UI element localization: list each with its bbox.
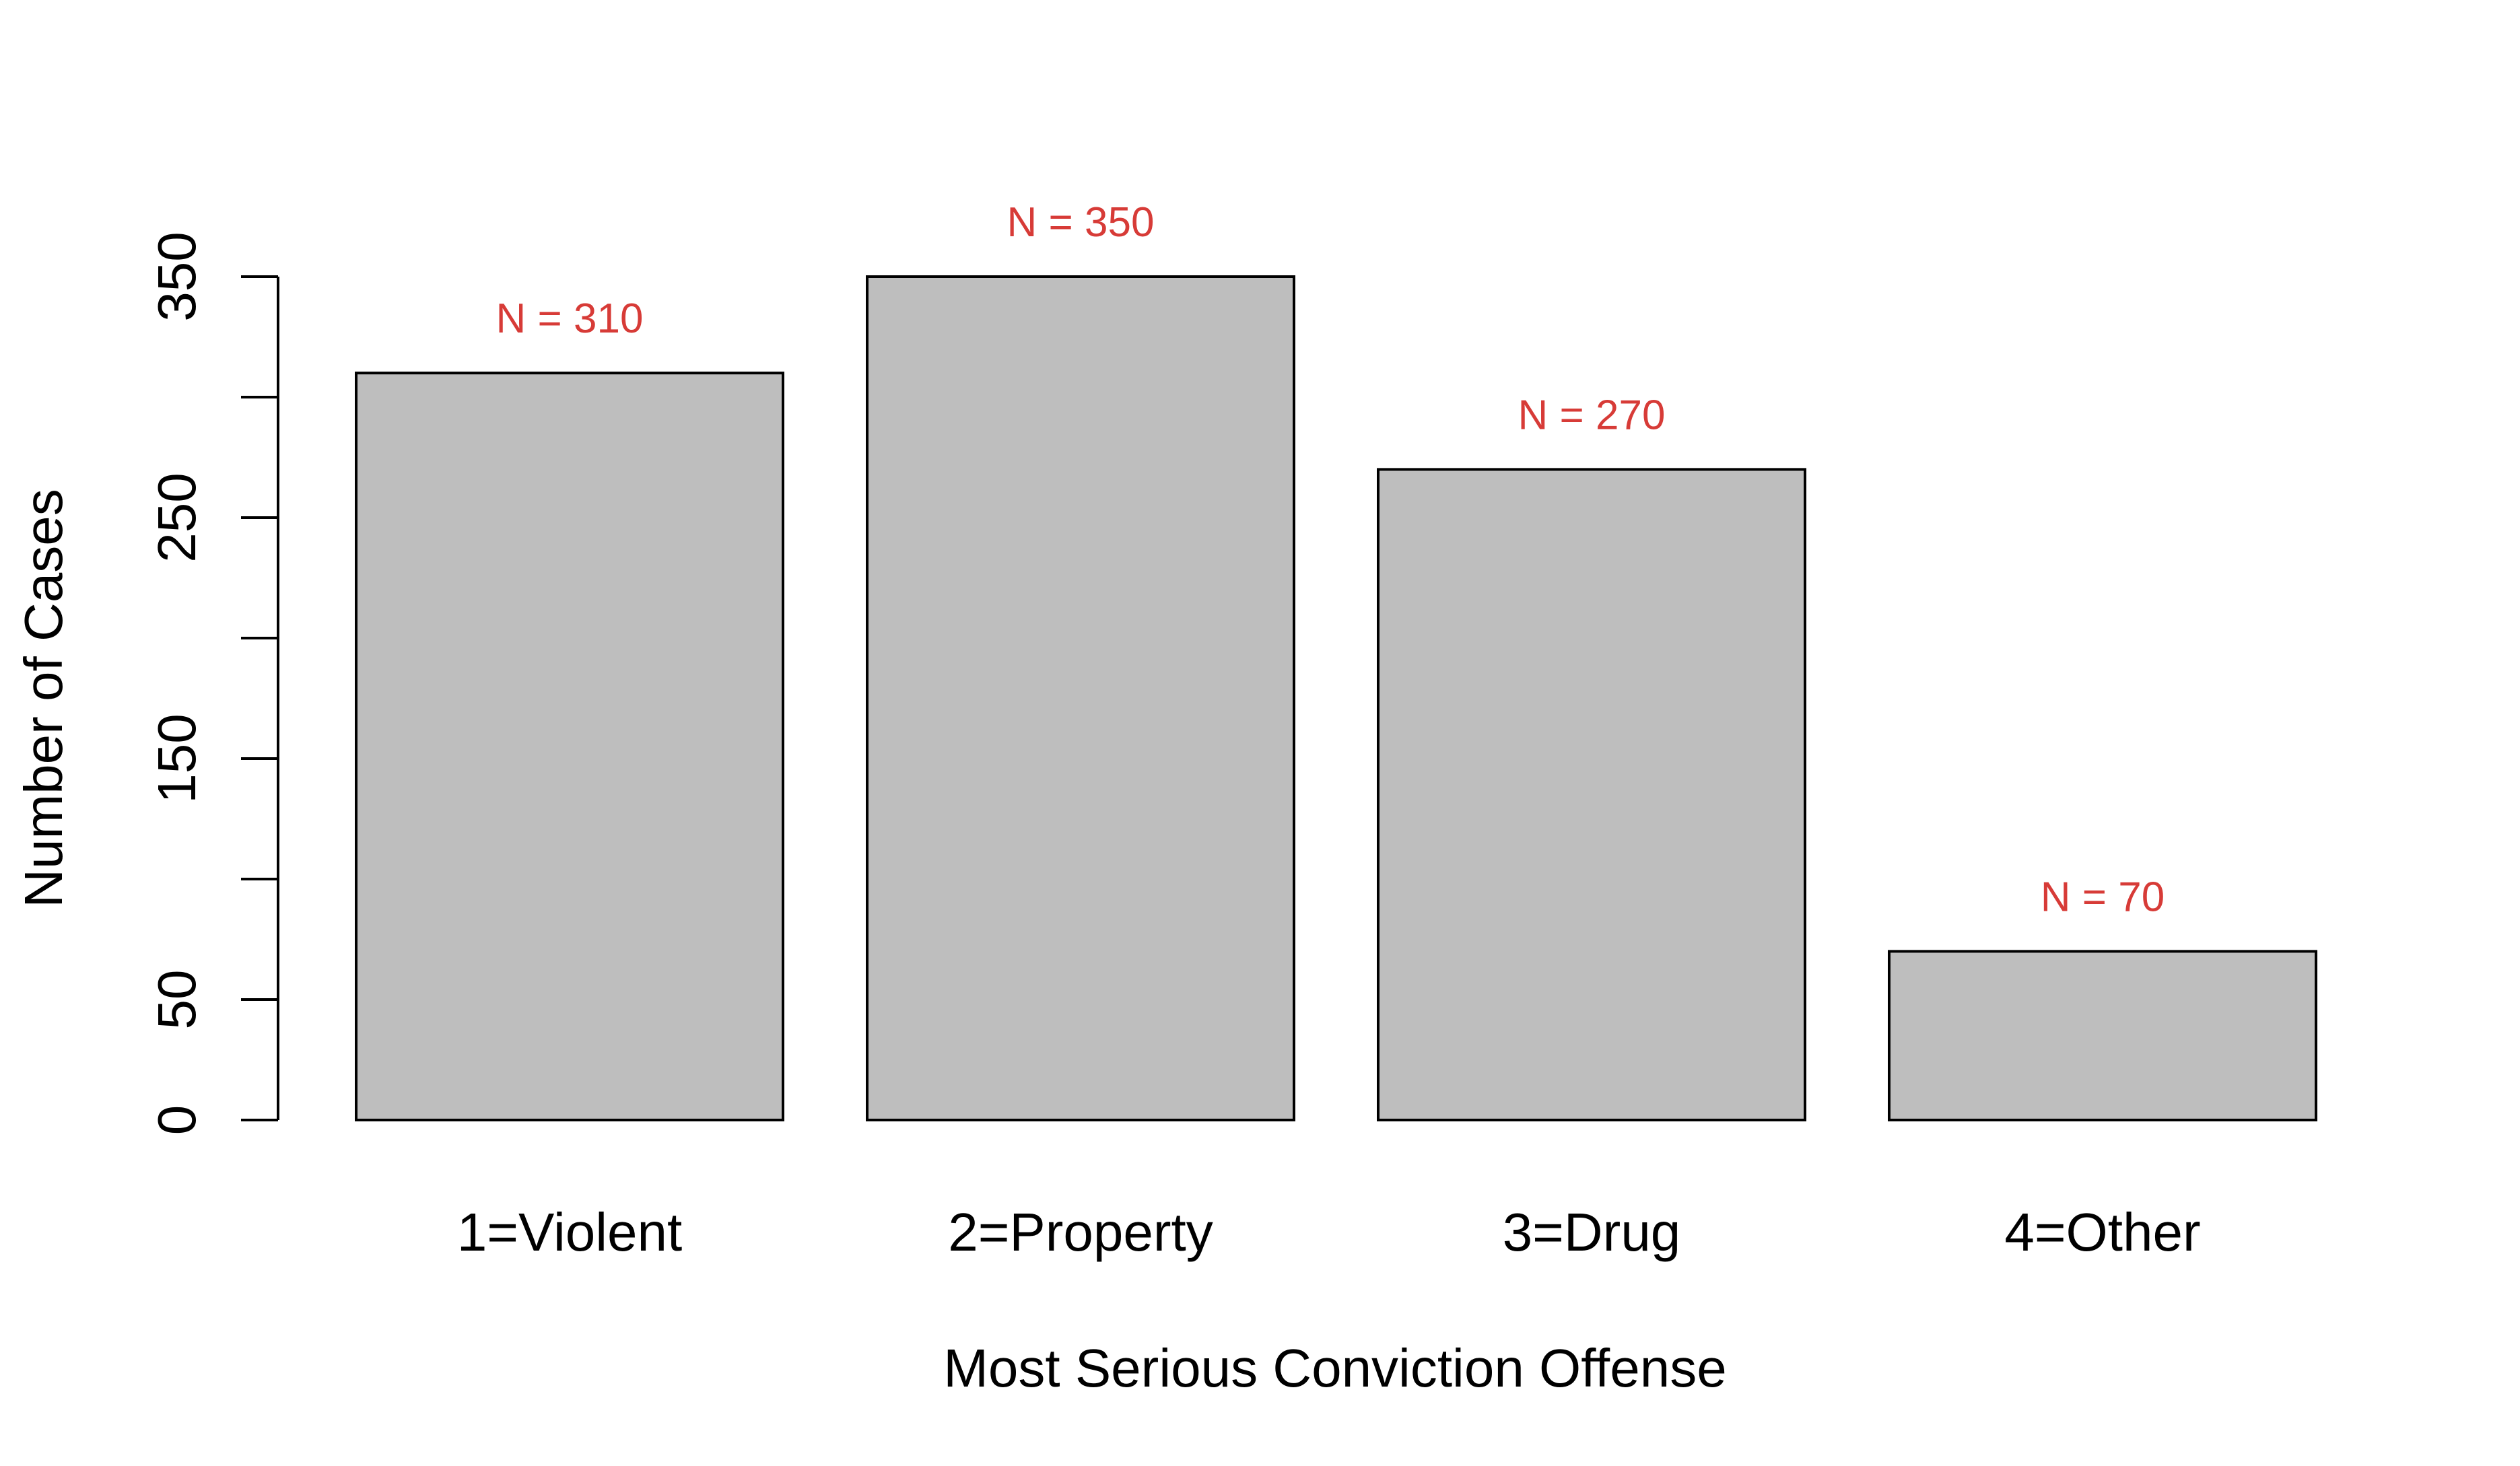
- category-labels: 1=Violent 2=Property 3=Drug 4=Other: [457, 1202, 2201, 1262]
- x-tick-label: 2=Property: [948, 1202, 1213, 1262]
- bar-data-label: N = 310: [496, 295, 644, 342]
- bar: [1377, 468, 1806, 1121]
- y-axis-title: Number of Cases: [13, 489, 73, 907]
- y-tick-label: 0: [147, 1105, 207, 1136]
- bar-data-label: N = 350: [1007, 199, 1155, 246]
- bar-data-label: N = 270: [1518, 392, 1666, 438]
- bar: [1888, 950, 2317, 1122]
- y-tick-label: 150: [147, 713, 207, 803]
- bar: [355, 372, 784, 1122]
- y-tick-label: 350: [147, 232, 207, 321]
- y-axis: 0 50 150 250 350: [147, 232, 279, 1136]
- x-tick-label: 4=Other: [2004, 1202, 2200, 1262]
- data-labels: N = 310 N = 350 N = 270 N = 70: [496, 199, 2165, 920]
- x-tick-label: 3=Drug: [1503, 1202, 1681, 1262]
- bar: [866, 275, 1295, 1121]
- y-tick-label: 50: [147, 970, 207, 1030]
- x-axis-title: Most Serious Conviction Offense: [943, 1338, 1727, 1398]
- bar-data-label: N = 70: [2041, 874, 2165, 920]
- y-tick-label: 250: [147, 473, 207, 562]
- bars: [355, 275, 2317, 1122]
- x-tick-label: 1=Violent: [457, 1202, 682, 1262]
